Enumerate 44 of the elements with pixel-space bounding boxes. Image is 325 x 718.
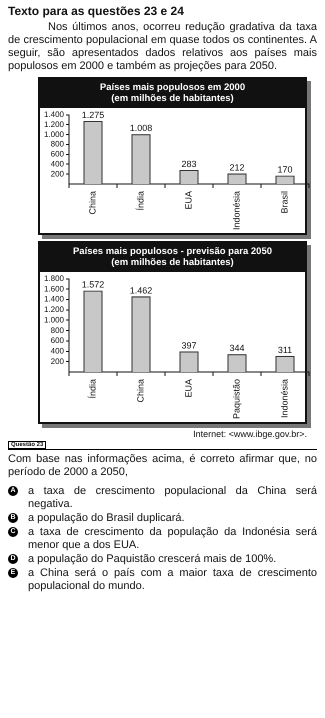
y-tick-label: 1.000 bbox=[44, 315, 65, 324]
y-tick-label: 600 bbox=[50, 336, 65, 346]
data-label: 311 bbox=[278, 344, 292, 355]
data-label: 1.008 bbox=[130, 123, 152, 134]
data-label: 1.572 bbox=[82, 280, 104, 290]
data-label: 344 bbox=[229, 343, 245, 354]
x-tick-label: Paquistão bbox=[231, 378, 242, 419]
x-tick-label: China bbox=[88, 190, 98, 214]
text: Texto para as questões 23 e 24 bbox=[8, 4, 185, 18]
y-tick-label: 1.400 bbox=[44, 110, 65, 120]
y-tick-label: 1.600 bbox=[44, 284, 65, 294]
y-tick-label: 1.200 bbox=[44, 305, 65, 314]
text: Internet: <www.ibge.gov.br>. bbox=[192, 429, 307, 439]
data-label: 283 bbox=[181, 158, 197, 169]
data-label: 1.462 bbox=[130, 285, 152, 296]
y-tick-label: 200 bbox=[50, 169, 65, 178]
y-tick-label: 800 bbox=[50, 326, 65, 335]
y-tick-label: 1.000 bbox=[44, 130, 65, 139]
y-tick-label: 400 bbox=[50, 346, 65, 356]
x-tick-label: China bbox=[136, 378, 146, 402]
data-label: 397 bbox=[181, 340, 197, 350]
x-tick-label: Indonésia bbox=[279, 378, 290, 418]
y-tick-label: 400 bbox=[50, 159, 65, 168]
x-tick-label: Brasil bbox=[279, 190, 290, 214]
chart-subtitle: (em milhões de habitantes) bbox=[110, 257, 235, 268]
y-tick-label: 800 bbox=[50, 140, 65, 149]
text: Nos últimos anos, ocorreu redução gradativa da taxa de crescimento populacional em quase todos os continentes. A seguir, são apresentados dados relativos aos países mais populosos em 2000 e também as projeções para 2050. bbox=[8, 21, 317, 73]
chart-title: Países mais populosos - previsão para 2050 bbox=[72, 246, 274, 257]
y-tick-label: 1.800 bbox=[44, 274, 65, 284]
chart-subtitle: (em milhões de habitantes) bbox=[110, 93, 235, 104]
chart-title: Países mais populosos em 2000 bbox=[98, 82, 246, 93]
x-tick-label: Índia bbox=[88, 378, 98, 398]
x-tick-label: Indonésia bbox=[231, 190, 242, 230]
y-tick-label: 200 bbox=[50, 356, 65, 366]
data-label: 212 bbox=[229, 162, 245, 172]
y-tick-label: 1.400 bbox=[44, 294, 65, 304]
x-tick-label: Índia bbox=[136, 190, 146, 210]
data-label: 170 bbox=[277, 164, 293, 175]
text: Com base nas informações acima, é correto afirmar que, no período de 2000 a 2050, bbox=[8, 453, 317, 479]
x-tick-label: EUA bbox=[183, 378, 194, 398]
y-tick-label: 1.200 bbox=[44, 120, 65, 129]
data-label: 1.275 bbox=[82, 110, 104, 120]
y-tick-label: 600 bbox=[50, 150, 65, 159]
x-tick-label: EUA bbox=[183, 190, 194, 210]
